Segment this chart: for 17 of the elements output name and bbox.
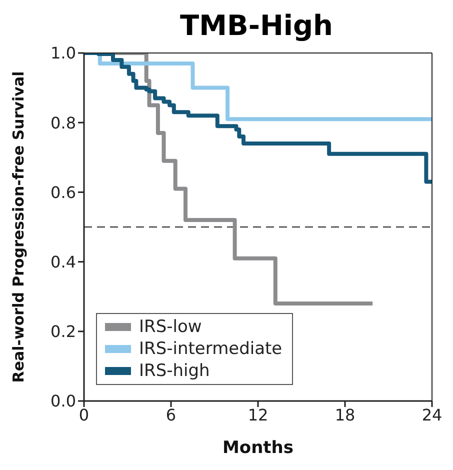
legend-label: IRS-low xyxy=(139,317,202,337)
x-tick-label: 0 xyxy=(78,405,90,424)
y-tick-label: 0.2 xyxy=(50,322,76,342)
y-axis-title: Real-world Progression-free Survival xyxy=(9,71,28,383)
legend-label: IRS-intermediate xyxy=(139,339,282,359)
y-tick-label: 0.4 xyxy=(50,252,76,272)
y-tick-label: 0.8 xyxy=(50,113,76,132)
chart-title: TMB-High xyxy=(179,8,334,44)
x-tick-label: 6 xyxy=(166,405,176,424)
x-axis-title: Months xyxy=(222,438,294,458)
y-tick-label: 1.0 xyxy=(50,44,76,63)
x-tick-label: 18 xyxy=(334,405,356,424)
x-tick-label: 24 xyxy=(422,405,442,424)
y-tick-label: 0.0 xyxy=(50,392,76,411)
legend-label: IRS-high xyxy=(139,361,210,381)
y-tick-label: 0.6 xyxy=(50,182,76,202)
x-tick-label: 12 xyxy=(248,405,268,424)
